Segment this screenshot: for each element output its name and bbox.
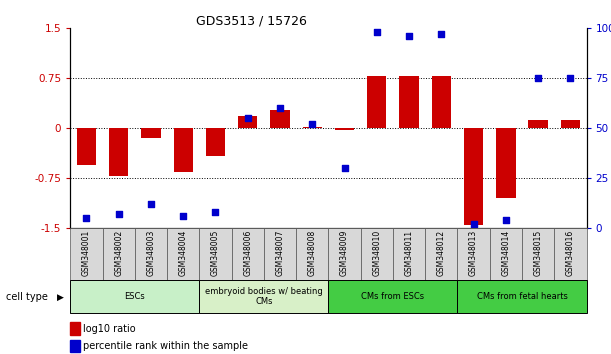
Text: cell type: cell type <box>6 292 48 302</box>
Point <box>178 213 188 219</box>
Bar <box>335 129 354 130</box>
Title: GDS3513 / 15726: GDS3513 / 15726 <box>196 14 306 27</box>
Text: ESCs: ESCs <box>125 292 145 301</box>
Text: GSM348004: GSM348004 <box>178 230 188 276</box>
Point <box>436 32 446 37</box>
Text: GSM348012: GSM348012 <box>437 230 446 276</box>
Text: GSM348001: GSM348001 <box>82 230 91 276</box>
Bar <box>238 116 257 129</box>
Bar <box>199 228 232 280</box>
Bar <box>296 228 329 280</box>
Bar <box>425 228 458 280</box>
Bar <box>464 129 483 225</box>
Text: GSM348003: GSM348003 <box>147 230 155 276</box>
Bar <box>529 120 548 129</box>
Text: CMs from ESCs: CMs from ESCs <box>361 292 425 301</box>
Point <box>275 105 285 111</box>
Bar <box>561 120 580 129</box>
Point <box>372 29 382 35</box>
Text: log10 ratio: log10 ratio <box>83 324 136 333</box>
Bar <box>199 280 329 313</box>
Point <box>243 115 252 121</box>
Point <box>469 222 478 227</box>
Bar <box>70 280 199 313</box>
Bar <box>70 228 103 280</box>
Point <box>307 121 317 127</box>
Bar <box>141 129 161 138</box>
Bar <box>135 228 167 280</box>
Text: GSM348008: GSM348008 <box>308 230 316 276</box>
Bar <box>174 129 193 172</box>
Bar <box>109 129 128 176</box>
Bar <box>206 129 225 156</box>
Text: percentile rank within the sample: percentile rank within the sample <box>83 341 248 351</box>
Text: GSM348010: GSM348010 <box>372 230 381 276</box>
Bar <box>367 76 387 129</box>
Bar <box>264 228 296 280</box>
Bar <box>400 76 419 129</box>
Point <box>114 211 123 217</box>
Text: GSM348014: GSM348014 <box>502 230 510 276</box>
Point <box>533 75 543 81</box>
Bar <box>458 228 490 280</box>
Text: GSM348005: GSM348005 <box>211 230 220 276</box>
Bar <box>490 228 522 280</box>
Text: ▶: ▶ <box>57 293 64 302</box>
Text: GSM348002: GSM348002 <box>114 230 123 276</box>
Text: GSM348011: GSM348011 <box>404 230 414 276</box>
Bar <box>302 127 322 129</box>
Text: GSM348015: GSM348015 <box>533 230 543 276</box>
Point <box>404 34 414 39</box>
Text: GSM348009: GSM348009 <box>340 230 349 276</box>
Text: GSM348013: GSM348013 <box>469 230 478 276</box>
Bar <box>329 280 458 313</box>
Bar <box>232 228 264 280</box>
Bar <box>70 322 79 335</box>
Bar <box>431 76 451 129</box>
Bar <box>496 129 516 198</box>
Point <box>211 210 221 215</box>
Bar <box>329 228 360 280</box>
Text: embryoid bodies w/ beating
CMs: embryoid bodies w/ beating CMs <box>205 287 323 306</box>
Bar <box>458 280 587 313</box>
Bar <box>167 228 199 280</box>
Bar <box>522 228 554 280</box>
Point <box>146 201 156 207</box>
Point <box>501 217 511 223</box>
Text: GSM348016: GSM348016 <box>566 230 575 276</box>
Bar <box>554 228 587 280</box>
Text: GSM348007: GSM348007 <box>276 230 285 276</box>
Point <box>566 75 576 81</box>
Bar <box>360 228 393 280</box>
Text: GSM348006: GSM348006 <box>243 230 252 276</box>
Bar <box>103 228 135 280</box>
Bar <box>393 228 425 280</box>
Point <box>340 166 349 171</box>
Bar <box>270 110 290 129</box>
Bar <box>70 340 79 352</box>
Text: CMs from fetal hearts: CMs from fetal hearts <box>477 292 568 301</box>
Point <box>81 216 91 221</box>
Bar <box>77 129 96 165</box>
